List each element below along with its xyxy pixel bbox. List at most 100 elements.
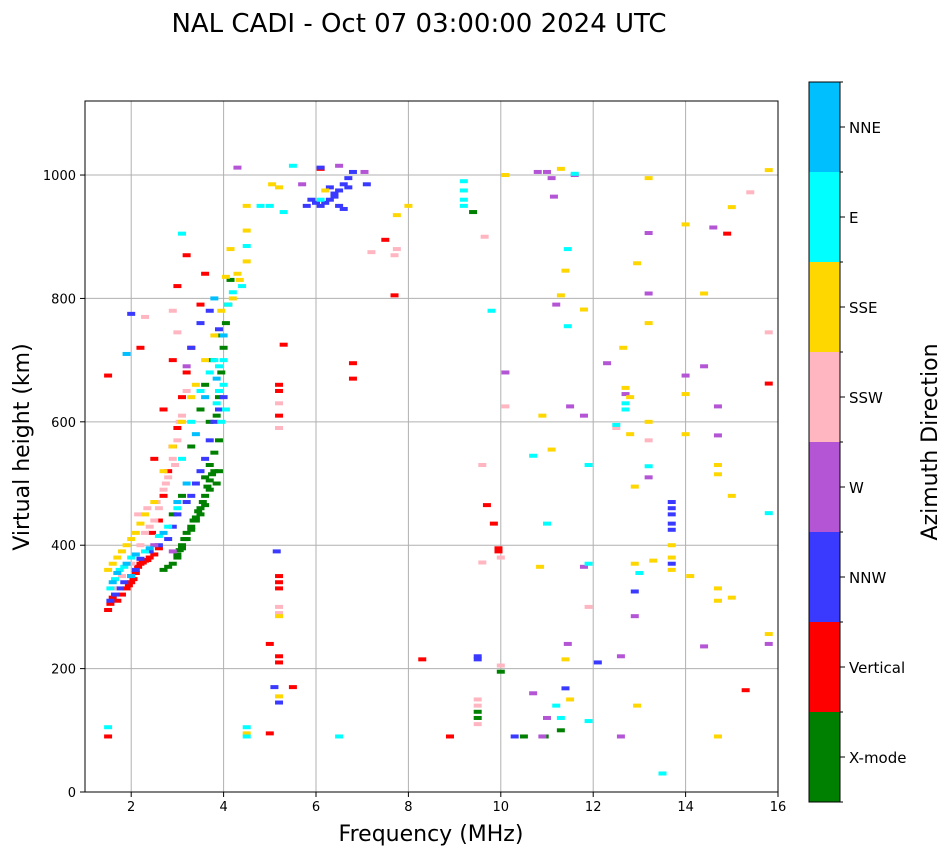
data-point <box>196 469 205 474</box>
data-point <box>713 734 722 739</box>
data-point <box>187 345 196 350</box>
data-point <box>316 197 325 202</box>
data-point <box>182 388 191 393</box>
data-point <box>612 422 621 427</box>
data-point <box>214 438 223 443</box>
data-point <box>173 512 182 517</box>
data-point <box>201 358 210 363</box>
data-point <box>764 511 773 516</box>
data-point <box>168 456 177 461</box>
data-point <box>242 725 251 730</box>
data-point <box>228 290 237 295</box>
data-point <box>242 734 251 739</box>
data-point <box>275 654 284 659</box>
data-point <box>173 506 182 511</box>
data-point <box>127 580 136 585</box>
data-point <box>196 388 205 393</box>
data-point <box>159 487 168 492</box>
data-point <box>316 203 325 208</box>
data-point <box>154 546 163 551</box>
colorbar-segment <box>809 532 840 622</box>
data-point <box>134 564 143 569</box>
data-point <box>168 444 177 449</box>
data-point <box>746 190 755 195</box>
data-point <box>275 413 284 418</box>
data-point <box>182 253 191 258</box>
data-point <box>478 463 487 468</box>
data-point <box>113 598 122 603</box>
data-point <box>117 574 126 579</box>
data-point <box>344 185 353 190</box>
data-point <box>275 382 284 387</box>
data-point <box>445 734 454 739</box>
data-point <box>168 512 177 517</box>
data-point <box>473 703 482 708</box>
colorbar-label-item: W <box>849 479 864 497</box>
data-point <box>235 277 244 282</box>
data-point <box>214 333 223 338</box>
data-point <box>339 206 348 211</box>
data-points <box>104 163 773 776</box>
data-point <box>713 598 722 603</box>
data-point <box>242 243 251 248</box>
y-tick-label: 400 <box>51 539 76 554</box>
data-point <box>187 527 196 532</box>
data-point <box>201 493 210 498</box>
data-point <box>154 543 163 548</box>
data-point <box>115 567 124 572</box>
data-point <box>579 413 588 418</box>
y-tick-label: 200 <box>51 663 76 678</box>
data-point <box>164 537 173 542</box>
data-point <box>501 173 510 178</box>
data-point <box>480 234 489 239</box>
data-point <box>538 734 547 739</box>
data-point <box>275 425 284 430</box>
data-point <box>178 413 187 418</box>
data-point <box>335 734 344 739</box>
data-point <box>104 734 113 739</box>
data-point <box>584 463 593 468</box>
x-tick-label: 16 <box>770 800 787 815</box>
data-point <box>201 395 210 400</box>
colorbar-label-item: Vertical <box>849 659 905 677</box>
data-point <box>667 506 676 511</box>
data-point <box>630 614 639 619</box>
data-point <box>122 351 131 356</box>
data-point <box>496 663 505 668</box>
data-point <box>173 425 182 430</box>
data-point <box>501 404 510 409</box>
data-point <box>221 407 230 412</box>
data-point <box>494 546 503 551</box>
data-point <box>164 524 173 529</box>
data-point <box>201 503 210 508</box>
data-point <box>556 166 565 171</box>
data-point <box>538 413 547 418</box>
plot-frame <box>84 100 779 793</box>
data-point <box>275 604 284 609</box>
data-point <box>330 194 339 199</box>
data-point <box>187 493 196 498</box>
data-point <box>205 419 214 424</box>
data-point <box>621 407 630 412</box>
y-tick-label: 1000 <box>43 169 76 184</box>
colorbar: X-mode Vertical NNW W SSW SSE E NNE <box>808 81 906 803</box>
data-point <box>159 567 168 572</box>
x-tick-label: 14 <box>677 800 694 815</box>
data-point <box>529 691 538 696</box>
data-point <box>159 469 168 474</box>
data-point <box>145 549 154 554</box>
data-point <box>265 731 274 736</box>
data-point <box>681 392 690 397</box>
colorbar-segment <box>809 622 840 712</box>
data-point <box>136 521 145 526</box>
data-point <box>122 586 131 591</box>
data-point <box>217 370 226 375</box>
data-point <box>208 472 217 477</box>
data-point <box>275 574 284 579</box>
data-point <box>117 549 126 554</box>
series-nne <box>108 296 228 585</box>
series-x-mode <box>159 210 565 739</box>
data-point <box>150 456 159 461</box>
data-point <box>667 521 676 526</box>
data-point <box>473 697 482 702</box>
